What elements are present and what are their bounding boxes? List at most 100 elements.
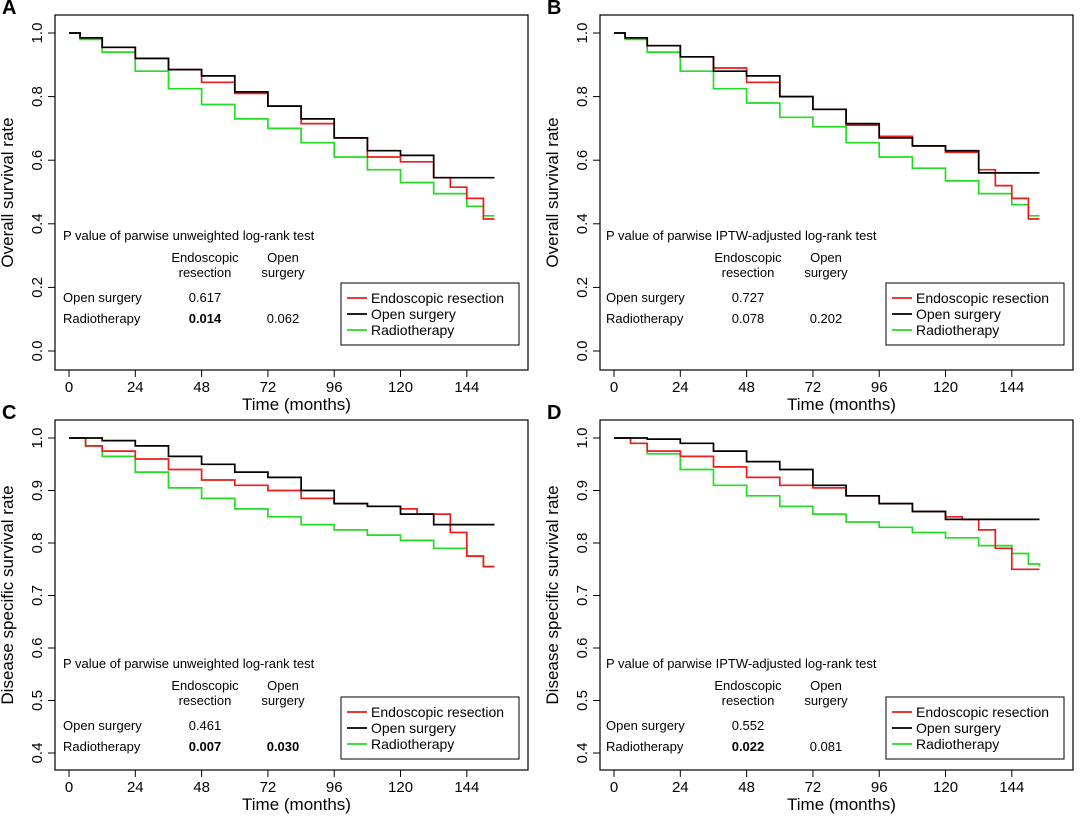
y-tick-label: 0.4: [574, 743, 591, 764]
x-tick-label: 96: [871, 379, 888, 396]
pvalue-table-title: P value of parwise IPTW-adjusted log-ran…: [606, 228, 877, 243]
x-tick-label: 120: [388, 779, 413, 796]
chart-panel-d: D 0.4 0.5 0.6 0.7 0.8 0.9 1.0 Disease specific s…: [543, 402, 1074, 814]
pvalue-cell: 0.202: [810, 311, 843, 326]
series-line-radio: [69, 32, 495, 217]
chart-panel-c: C 0.4 0.5 0.6 0.7 0.8 0.9 1.0 Disease specific s…: [0, 402, 529, 814]
chart-panel-b: B 0.0 0.2 0.4 0.6 0.8 1.0 Overall survival rate…: [543, 0, 1074, 414]
y-tick-label: 0.7: [574, 585, 591, 606]
x-tick-label: 24: [127, 779, 144, 796]
y-axis-title: Disease specific survival rate: [0, 485, 17, 704]
pvalue-row-label: Open surgery: [63, 290, 142, 305]
pvalue-table-title: P value of parwise unweighted log-rank t…: [63, 228, 315, 243]
y-tick-label: 0.2: [574, 277, 591, 298]
x-tick-label: 144: [999, 779, 1024, 796]
y-tick-label: 1.0: [574, 428, 591, 449]
legend-box: [340, 282, 520, 346]
pvalue-cell: 0.007: [189, 739, 222, 754]
pvalue-col-header: resection: [722, 693, 775, 708]
x-tick-label: 24: [127, 379, 144, 396]
x-tick-label: 24: [672, 379, 689, 396]
y-tick-label: 0.5: [574, 690, 591, 711]
y-tick-label: 0.4: [29, 743, 46, 764]
pvalue-row-label: Radiotherapy: [606, 311, 684, 326]
pvalue-col-header: resection: [179, 693, 232, 708]
panel-letter: B: [547, 0, 561, 19]
x-tick-label: 72: [260, 779, 277, 796]
x-tick-label: 72: [260, 379, 277, 396]
pvalue-col-header: Endoscopic: [171, 250, 239, 265]
pvalue-cell: 0.552: [732, 718, 765, 733]
pvalue-cell: 0.022: [732, 739, 765, 754]
pvalue-cell: 0.081: [810, 739, 843, 754]
panel-letter: C: [2, 402, 16, 424]
pvalue-col-header: resection: [179, 265, 232, 280]
legend-label: Open surgery: [371, 720, 456, 736]
y-axis: 0.0 0.2 0.4 0.6 0.8 1.0 Overall survival rate: [543, 23, 600, 362]
pvalue-row-label: Open surgery: [606, 290, 685, 305]
y-tick-label: 0.6: [574, 150, 591, 171]
legend-box: [885, 282, 1065, 346]
legend-label: Radiotherapy: [371, 322, 454, 338]
y-axis: 0.0 0.2 0.4 0.6 0.8 1.0 Overall survival rate: [0, 23, 55, 361]
y-tick-label: 0.5: [29, 690, 46, 711]
x-tick-label: 24: [672, 779, 689, 796]
legend-label: Endoscopic resection: [916, 290, 1049, 306]
x-tick-label: 72: [805, 379, 822, 396]
x-tick-label: 120: [933, 379, 958, 396]
legend-label: Endoscopic resection: [371, 290, 504, 306]
y-tick-label: 0.0: [574, 341, 591, 362]
series-line-endoscopic: [69, 437, 495, 568]
x-tick-label: 48: [738, 779, 755, 796]
series-line-open: [69, 437, 495, 526]
pvalue-cell: 0.078: [732, 311, 765, 326]
y-tick-label: 0.4: [29, 213, 46, 234]
y-tick-label: 0.8: [29, 533, 46, 554]
x-tick-label: 120: [933, 779, 958, 796]
y-tick-label: 1.0: [29, 428, 46, 449]
y-axis-title: Overall survival rate: [0, 117, 17, 267]
x-tick-label: 96: [871, 779, 888, 796]
y-axis: 0.4 0.5 0.6 0.7 0.8 0.9 1.0 Disease specific su…: [0, 428, 55, 764]
pvalue-col-header: Open: [267, 250, 299, 265]
x-tick-label: 48: [738, 379, 755, 396]
legend-label: Open surgery: [916, 720, 1001, 736]
pvalue-table-title: P value of parwise IPTW-adjusted log-ran…: [606, 656, 877, 671]
plot-frame: [599, 14, 1074, 371]
pvalue-col-header: Endoscopic: [714, 250, 782, 265]
legend-label: Radiotherapy: [916, 322, 999, 338]
x-axis: 0 24 48 72 96 120 144 Time (months): [65, 370, 479, 414]
x-axis-title: Time (months): [787, 795, 896, 814]
y-tick-label: 0.6: [574, 638, 591, 659]
x-axis-title: Time (months): [242, 395, 351, 414]
series-line-endoscopic: [614, 437, 1040, 571]
pvalue-col-header: surgery: [261, 693, 305, 708]
x-axis: 0 24 48 72 96 120 144 Time (months): [610, 370, 1024, 414]
pvalue-cell: 0.014: [189, 311, 222, 326]
legend-box: [340, 696, 520, 760]
pvalue-col-header: surgery: [804, 265, 848, 280]
pvalue-col-header: Open: [267, 678, 299, 693]
pvalue-cell: 0.727: [732, 290, 765, 305]
series-line-endoscopic: [69, 32, 495, 220]
series-line-open: [614, 437, 1040, 521]
y-tick-label: 0.9: [29, 480, 46, 501]
x-axis: 0 24 48 72 96 120 144 Time (months): [65, 770, 479, 814]
series-line-open: [614, 32, 1040, 174]
x-tick-label: 0: [65, 379, 73, 396]
y-tick-label: 1.0: [574, 23, 591, 44]
x-tick-label: 0: [610, 379, 618, 396]
pvalue-table: P value of parwise unweighted log-rank t…: [63, 656, 315, 754]
y-axis-title: Overall survival rate: [543, 117, 562, 267]
panel-letter: D: [547, 402, 561, 424]
legend-label: Radiotherapy: [371, 736, 454, 752]
y-tick-label: 0.9: [574, 480, 591, 501]
y-tick-label: 0.8: [574, 86, 591, 107]
x-tick-label: 48: [193, 379, 210, 396]
pvalue-row-label: Radiotherapy: [63, 739, 141, 754]
pvalue-cell: 0.030: [267, 739, 300, 754]
x-tick-label: 48: [193, 779, 210, 796]
